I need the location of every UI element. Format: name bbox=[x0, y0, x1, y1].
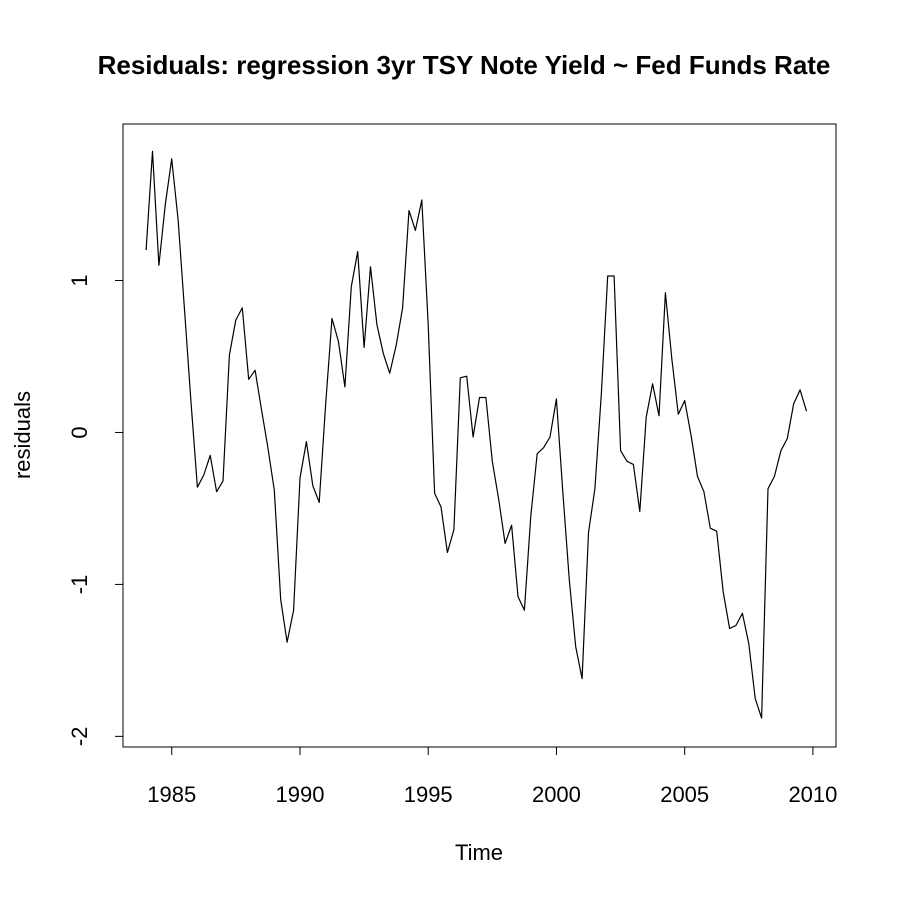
chart-title: Residuals: regression 3yr TSY Note Yield… bbox=[98, 50, 831, 80]
y-tick-label: -2 bbox=[67, 727, 92, 747]
y-tick-label: 0 bbox=[67, 426, 92, 438]
y-tick-label: -1 bbox=[67, 575, 92, 595]
y-axis: -2 -1 0 1 bbox=[67, 274, 124, 747]
x-axis-label: Time bbox=[455, 840, 503, 865]
residuals-series-line bbox=[145, 150, 808, 719]
x-tick-label: 2000 bbox=[532, 782, 581, 807]
x-tick-label: 2010 bbox=[788, 782, 837, 807]
x-axis: 1985 1990 1995 2000 2005 2010 bbox=[147, 746, 837, 807]
y-tick-label: 1 bbox=[67, 274, 92, 286]
x-tick-label: 2005 bbox=[660, 782, 709, 807]
x-tick-label: 1995 bbox=[404, 782, 453, 807]
x-tick-label: 1985 bbox=[147, 782, 196, 807]
plot-frame bbox=[122, 123, 837, 748]
x-tick-label: 1990 bbox=[275, 782, 324, 807]
y-axis-label: residuals bbox=[10, 391, 35, 479]
series-layer bbox=[145, 150, 808, 719]
